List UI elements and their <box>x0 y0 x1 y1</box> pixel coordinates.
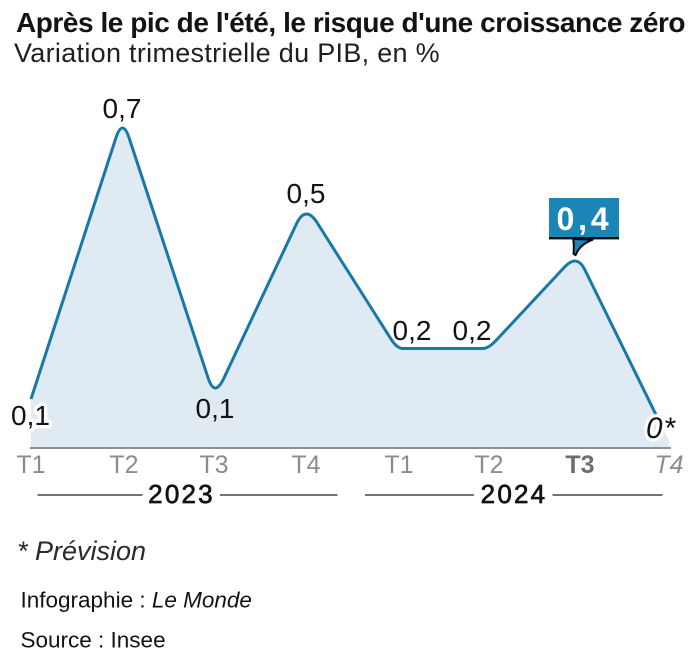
svg-text:0*: 0* <box>646 412 676 445</box>
svg-text:0,4: 0,4 <box>557 201 613 237</box>
svg-text:T4: T4 <box>654 451 683 479</box>
svg-text:T3: T3 <box>565 451 594 479</box>
svg-text:0,1: 0,1 <box>196 393 235 424</box>
svg-text:T3: T3 <box>199 451 228 479</box>
svg-text:Infographie : Le Monde: Infographie : Le Monde <box>21 588 252 613</box>
svg-text:* Prévision: * Prévision <box>17 536 146 566</box>
svg-text:2023: 2023 <box>148 479 215 509</box>
svg-text:T2: T2 <box>109 451 138 479</box>
svg-text:0,5: 0,5 <box>287 178 326 209</box>
svg-text:T4: T4 <box>291 451 320 479</box>
svg-text:T1: T1 <box>16 451 45 479</box>
svg-text:Variation trimestrielle du PIB: Variation trimestrielle du PIB, en % <box>14 38 440 68</box>
svg-text:0,2: 0,2 <box>453 315 492 346</box>
svg-text:0,1: 0,1 <box>11 400 50 431</box>
svg-text:T1: T1 <box>384 451 413 479</box>
svg-text:0,2: 0,2 <box>393 315 432 346</box>
svg-text:Source : Insee: Source : Insee <box>21 628 166 653</box>
svg-text:0,7: 0,7 <box>103 93 142 124</box>
svg-text:2024: 2024 <box>481 479 548 509</box>
svg-text:T2: T2 <box>474 451 503 479</box>
svg-text:Après le pic de l'été, le risq: Après le pic de l'été, le risque d'une c… <box>16 7 685 38</box>
